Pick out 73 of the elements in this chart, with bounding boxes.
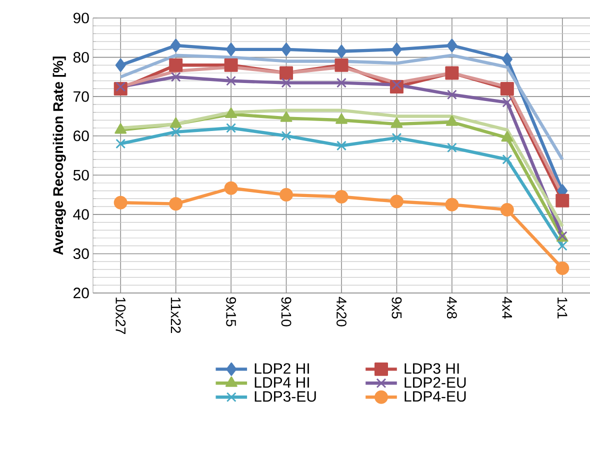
point [225, 108, 237, 118]
point [336, 140, 346, 151]
point [336, 78, 346, 88]
point [334, 190, 348, 204]
point [170, 38, 182, 52]
point [390, 117, 403, 128]
point [224, 181, 238, 195]
point [446, 115, 458, 126]
point [336, 113, 348, 124]
legend-label: LDP4 HI [254, 377, 309, 388]
point [116, 138, 126, 149]
point [502, 154, 512, 164]
point [391, 42, 402, 56]
point [170, 117, 182, 128]
point [446, 38, 458, 52]
point [446, 90, 457, 100]
y-tick-label: 90 [73, 12, 89, 24]
point [226, 76, 236, 86]
point [280, 111, 292, 122]
point [556, 194, 570, 208]
point [281, 42, 292, 56]
point [226, 42, 236, 56]
point [392, 80, 402, 90]
legend-label: LDP3 HI [404, 363, 459, 374]
point [500, 82, 514, 96]
point [169, 197, 183, 211]
point [224, 58, 238, 72]
y-tick-label: 20 [74, 288, 89, 298]
point [557, 240, 568, 251]
point [116, 82, 126, 92]
x-tick-label: 9x5 [392, 297, 402, 319]
point [502, 97, 512, 108]
point [281, 130, 292, 141]
y-tick-label: 30 [73, 248, 89, 260]
point [445, 66, 459, 80]
y-axis-title: Average Recognition Rate [%] [52, 56, 66, 255]
point [336, 44, 347, 58]
x-tick-label: 4x4 [502, 296, 512, 319]
point [226, 123, 236, 133]
x-tick-label: 9x15 [226, 297, 236, 326]
point [280, 66, 294, 80]
legend-label: LDP2 HI [254, 363, 309, 374]
point [170, 126, 181, 137]
point [169, 58, 183, 72]
point [281, 78, 292, 88]
point [502, 52, 512, 66]
x-tick-label: 10x27 [116, 298, 126, 334]
x-tick-label: 4x8 [446, 296, 457, 318]
point [500, 202, 514, 216]
legend-label: LDP4-EU [404, 391, 466, 402]
point [445, 198, 459, 212]
x-tick-label: 9x10 [281, 297, 292, 326]
y-tick-label: 80 [73, 52, 89, 63]
point [390, 194, 404, 208]
y-tick-label: 60 [74, 130, 89, 142]
point [501, 131, 514, 142]
legend-label: LDP3-EU [254, 391, 316, 402]
legend-label: LDP2-EU [404, 377, 466, 388]
x-tick-label: 11x22 [170, 298, 181, 333]
y-tick-label: 70 [74, 91, 89, 102]
point [115, 58, 126, 72]
point [392, 132, 402, 143]
point [114, 196, 128, 210]
y-tick-label: 40 [73, 209, 89, 220]
point [280, 188, 294, 202]
point [446, 142, 457, 153]
point [114, 123, 127, 134]
point [334, 58, 348, 72]
point [170, 72, 181, 82]
x-tick-label: 1x1 [558, 298, 568, 318]
point [556, 262, 570, 275]
y-tick-label: 50 [73, 170, 89, 180]
x-tick-label: 4x20 [336, 296, 346, 326]
